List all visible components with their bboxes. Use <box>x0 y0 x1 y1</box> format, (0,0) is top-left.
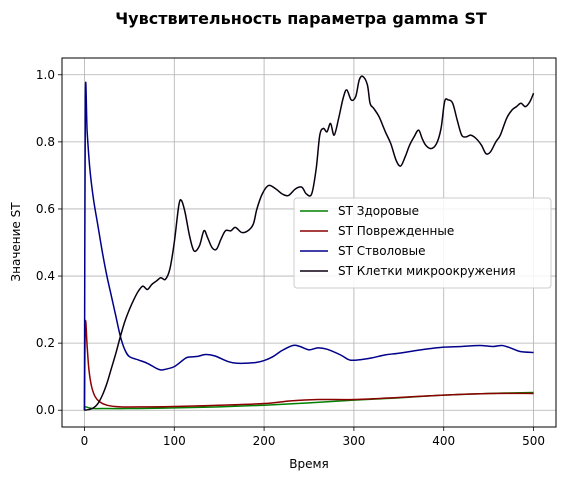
y-tick-label: 0.2 <box>36 336 55 350</box>
series-line-2 <box>83 81 534 411</box>
x-tick-label: 300 <box>342 434 365 448</box>
chart-title: Чувствительность параметра gamma ST <box>115 9 487 28</box>
x-tick-label: 500 <box>522 434 545 448</box>
y-tick-label: 0.4 <box>36 269 55 283</box>
plot-frame <box>61 57 557 428</box>
y-tick-label: 1.0 <box>36 68 55 82</box>
legend: ST Здоровые ST Поврежденные ST Стволовые ST… <box>293 197 552 289</box>
y-tick-label: 0.8 <box>36 135 55 149</box>
legend-box <box>293 197 552 289</box>
x-tick-label: 200 <box>253 434 276 448</box>
series-lines <box>83 75 535 411</box>
x-tick-label: 100 <box>163 434 186 448</box>
legend-label: ST Поврежденные <box>338 224 454 238</box>
legend-label: ST Здоровые <box>338 204 419 218</box>
x-tick-label: 400 <box>432 434 455 448</box>
series-line-3 <box>84 75 535 411</box>
legend-label: ST Стволовые <box>338 244 426 258</box>
y-tick-label: 0.0 <box>36 403 55 417</box>
legend-label: ST Клетки микроокружения <box>338 264 516 278</box>
x-axis-label: Время <box>289 457 329 471</box>
ticks: 0 100 200 300 400 500 0.0 0.2 0.4 0.6 0.8 1.0 <box>36 68 545 448</box>
y-axis-label: Значение ST <box>9 202 23 282</box>
x-tick-label: 0 <box>81 434 89 448</box>
series-line-1 <box>83 319 534 411</box>
y-tick-label: 0.6 <box>36 202 55 216</box>
